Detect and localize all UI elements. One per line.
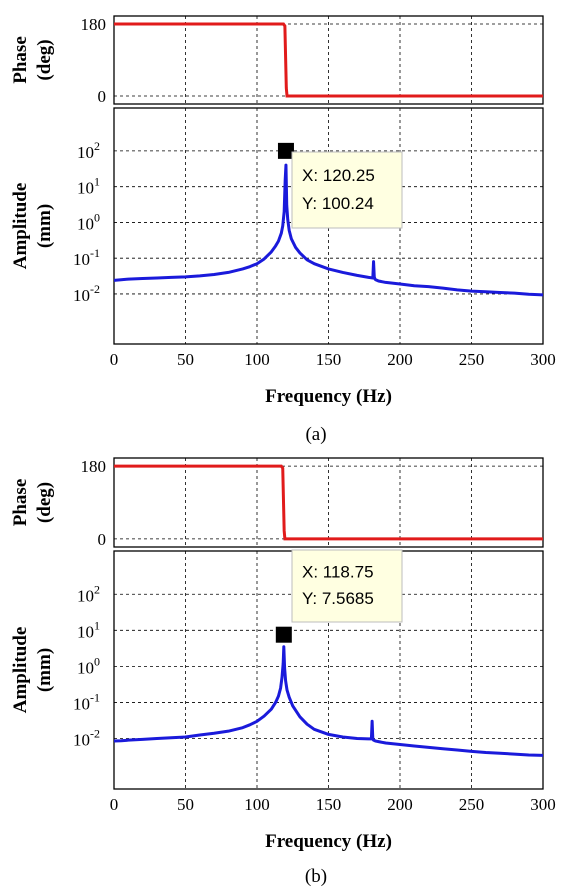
datatip-box	[291, 151, 403, 229]
x-axis-title: Frequency (Hz)	[265, 831, 392, 852]
phase-ylabel-unit: (deg)	[34, 39, 55, 80]
phase-series-line	[114, 464, 543, 541]
phase-tick-label: 0	[98, 530, 107, 549]
phase-series-line	[114, 22, 543, 98]
datatip-y-text: Y: 100.24	[302, 194, 374, 213]
amplitude-tick-label: 101	[77, 618, 100, 641]
x-tick-label: 0	[110, 795, 119, 814]
datatip-x-text: X: 118.75	[302, 562, 374, 581]
x-tick-label: 50	[177, 795, 194, 814]
phase-tick-label: 0	[98, 87, 107, 106]
x-tick-label: 150	[316, 795, 342, 814]
amplitude-ylabel: Amplitude	[10, 183, 31, 270]
x-tick-label: 100	[244, 795, 270, 814]
phase-tick-label: 180	[81, 15, 107, 34]
phase-ylabel: Phase	[10, 479, 31, 527]
amplitude-tick-exponent: -1	[90, 690, 100, 704]
amplitude-tick-exponent: -2	[90, 727, 100, 741]
amplitude-tick-label: 10-1	[73, 690, 100, 713]
amplitude-ylabel-unit: (mm)	[34, 204, 55, 248]
amplitude-tick-label: 10-2	[73, 282, 100, 305]
datatip-x-text: X: 120.25	[302, 166, 375, 185]
figure-caption: (a)	[305, 424, 326, 445]
x-tick-label: 250	[459, 350, 485, 369]
amplitude-tick-exponent: 2	[94, 139, 100, 153]
phase-ylabel-unit: (deg)	[34, 482, 55, 523]
phase-tick-label: 180	[81, 457, 107, 476]
amplitude-tick-label: 10-2	[73, 727, 100, 750]
datatip-box	[291, 549, 403, 623]
amplitude-tick-label: 10-1	[73, 246, 100, 269]
amplitude-tick-label: 101	[77, 175, 100, 198]
amplitude-tick-exponent: -2	[90, 282, 100, 296]
x-tick-label: 250	[459, 795, 485, 814]
x-tick-label: 100	[244, 350, 270, 369]
amplitude-tick-exponent: -1	[90, 246, 100, 260]
phase-ylabel: Phase	[10, 36, 31, 84]
x-tick-label: 150	[316, 350, 342, 369]
x-axis-title: Frequency (Hz)	[265, 386, 392, 407]
amplitude-tick-label: 102	[77, 582, 100, 605]
amplitude-tick-exponent: 0	[94, 654, 100, 668]
amplitude-tick-label: 100	[77, 654, 100, 677]
amplitude-series-line	[113, 163, 544, 297]
amplitude-ylabel-unit: (mm)	[34, 648, 55, 692]
amplitude-tick-exponent: 1	[94, 618, 100, 632]
x-tick-label: 50	[177, 350, 194, 369]
figure-caption: (b)	[305, 866, 327, 887]
amplitude-series-line	[113, 645, 544, 757]
x-tick-label: 200	[387, 795, 413, 814]
amplitude-tick-exponent: 1	[94, 175, 100, 189]
x-tick-label: 0	[110, 350, 119, 369]
x-tick-label: 300	[530, 795, 556, 814]
amplitude-tick-label: 100	[77, 210, 100, 233]
datatip-marker	[277, 142, 294, 159]
amplitude-tick-exponent: 2	[94, 582, 100, 596]
datatip-y-text: Y: 7.5685	[302, 589, 374, 608]
x-tick-label: 200	[387, 350, 413, 369]
amplitude-tick-label: 102	[77, 139, 100, 162]
amplitude-tick-exponent: 0	[94, 210, 100, 224]
amplitude-ylabel: Amplitude	[10, 627, 31, 714]
x-tick-label: 300	[530, 350, 556, 369]
datatip-marker	[275, 626, 292, 643]
